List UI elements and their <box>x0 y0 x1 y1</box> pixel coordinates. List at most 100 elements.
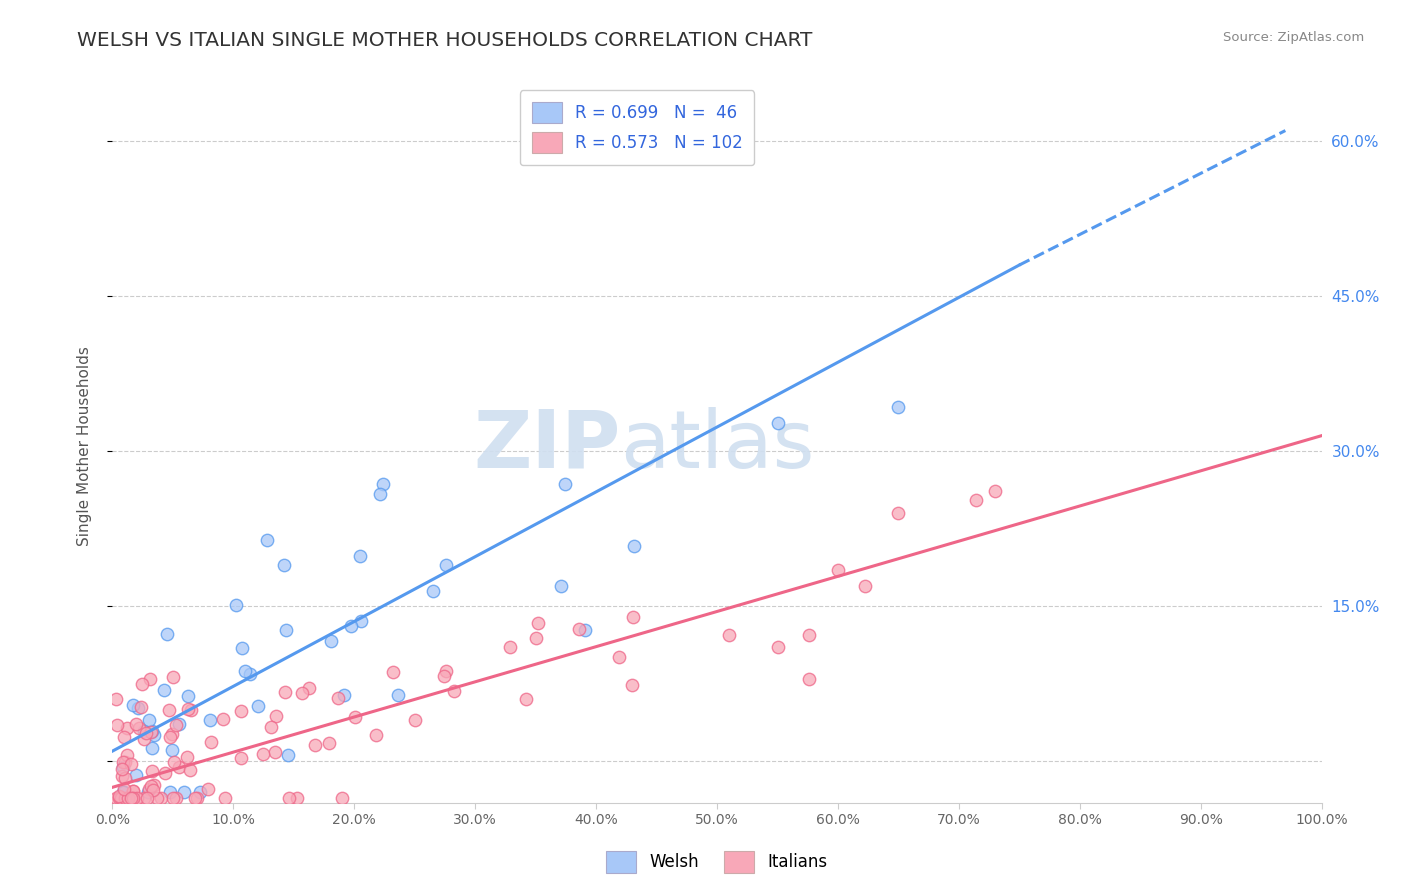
Point <box>239 667 262 681</box>
Point <box>260 721 283 735</box>
Point <box>156 626 179 640</box>
Point <box>120 756 142 771</box>
Point <box>125 717 148 731</box>
Point <box>554 477 576 491</box>
Point <box>432 669 454 683</box>
Point <box>142 778 165 792</box>
Point <box>273 558 295 572</box>
Point <box>120 790 142 805</box>
Point <box>135 790 157 805</box>
Point <box>252 747 274 761</box>
Text: WELSH VS ITALIAN SINGLE MOTHER HOUSEHOLDS CORRELATION CHART: WELSH VS ITALIAN SINGLE MOTHER HOUSEHOLD… <box>77 31 813 50</box>
Point <box>117 790 139 805</box>
Point <box>304 738 326 752</box>
Point <box>200 734 222 748</box>
Point <box>621 610 644 624</box>
Point <box>371 477 394 491</box>
Point <box>105 718 128 732</box>
Point <box>297 681 319 695</box>
Point <box>173 785 195 799</box>
Point <box>527 615 550 630</box>
Point <box>225 598 247 612</box>
Point <box>132 724 155 739</box>
Point <box>152 682 174 697</box>
Point <box>214 790 236 805</box>
Point <box>165 718 187 732</box>
Point <box>163 755 186 769</box>
Point <box>127 790 149 805</box>
Point <box>122 790 145 805</box>
Point <box>160 743 183 757</box>
Point <box>114 771 136 785</box>
Point <box>333 688 356 702</box>
Point <box>114 756 136 770</box>
Point <box>139 673 162 687</box>
Point <box>138 781 160 796</box>
Point <box>256 533 278 548</box>
Point <box>136 785 159 799</box>
Y-axis label: Single Mother Households: Single Mother Households <box>77 346 91 546</box>
Point <box>212 712 235 726</box>
Point <box>110 790 132 805</box>
Point <box>827 563 849 577</box>
Point <box>285 790 308 805</box>
Point <box>121 790 143 805</box>
Point <box>177 689 200 703</box>
Point <box>128 721 150 735</box>
Point <box>623 540 645 554</box>
Point <box>157 703 180 717</box>
Point <box>231 640 253 655</box>
Point <box>277 790 299 805</box>
Point <box>319 634 342 648</box>
Point <box>799 672 821 686</box>
Point <box>141 723 163 738</box>
Point <box>112 781 135 796</box>
Point <box>176 750 198 764</box>
Point <box>198 713 221 727</box>
Point <box>105 790 128 805</box>
Legend: Welsh, Italians: Welsh, Italians <box>600 845 834 880</box>
Point <box>404 713 426 727</box>
Point <box>162 726 184 740</box>
Point <box>138 713 160 727</box>
Point <box>263 745 285 759</box>
Point <box>515 691 537 706</box>
Point <box>146 790 169 805</box>
Point <box>184 790 207 805</box>
Point <box>112 785 135 799</box>
Point <box>180 703 202 717</box>
Point <box>135 726 157 740</box>
Point <box>134 790 156 805</box>
Point <box>112 730 135 744</box>
Point <box>111 763 134 777</box>
Point <box>340 619 363 633</box>
Point <box>887 506 910 520</box>
Text: ZIP: ZIP <box>472 407 620 485</box>
Point <box>176 701 198 715</box>
Point <box>129 700 152 714</box>
Point <box>162 790 184 805</box>
Point <box>343 710 366 724</box>
Point <box>332 790 354 805</box>
Point <box>443 683 465 698</box>
Point <box>141 764 163 778</box>
Point <box>105 692 128 706</box>
Point <box>167 760 190 774</box>
Point <box>107 789 129 803</box>
Text: atlas: atlas <box>620 407 814 485</box>
Point <box>276 623 298 637</box>
Point <box>246 699 269 714</box>
Point <box>112 785 135 799</box>
Point <box>766 640 789 654</box>
Point <box>381 665 404 680</box>
Point <box>165 790 187 805</box>
Point <box>141 740 163 755</box>
Point <box>797 628 820 642</box>
Point <box>887 400 910 414</box>
Point <box>107 790 129 805</box>
Point <box>121 784 143 798</box>
Point <box>110 790 132 805</box>
Point <box>326 691 349 706</box>
Point <box>277 747 299 762</box>
Point <box>153 766 176 780</box>
